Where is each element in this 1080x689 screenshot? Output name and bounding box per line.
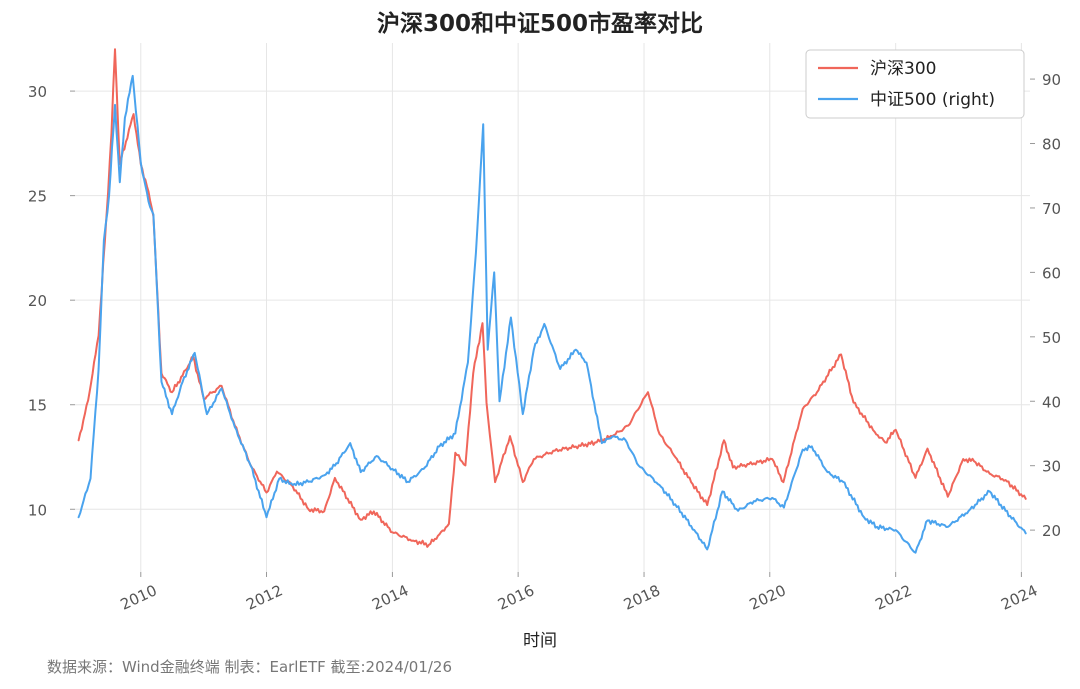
x-tick-label: 2014 (369, 581, 411, 613)
x-tick-label: 2016 (495, 581, 537, 613)
right-tick-label: 50 (1042, 329, 1061, 347)
chart-title: 沪深300和中证500市盈率对比 (377, 10, 703, 37)
right-tick-label: 60 (1042, 264, 1061, 282)
x-tick-label: 2024 (998, 581, 1040, 613)
legend-box (805, 49, 1025, 119)
legend: 沪深300 中证500 (right) (805, 49, 1025, 119)
right-tick-label: 40 (1042, 393, 1061, 411)
x-tick-label: 2022 (872, 581, 914, 613)
series-line-0 (77, 48, 1027, 548)
series-layer (77, 48, 1027, 554)
grid (75, 43, 1030, 572)
right-tick-label: 70 (1042, 200, 1061, 218)
legend-label-hs300: 沪深300 (870, 59, 936, 79)
axes: 2010 2012 2014 2016 2018 2020 2022 2024 10 15 20 25… (28, 71, 1061, 614)
right-tick-label: 30 (1042, 458, 1061, 476)
right-tick-label: 20 (1042, 522, 1061, 540)
right-tick-label: 80 (1042, 136, 1061, 154)
left-tick-label: 25 (28, 188, 47, 206)
left-tick-label: 30 (28, 83, 47, 101)
left-tick-label: 15 (28, 397, 47, 415)
left-tick-label: 20 (28, 292, 47, 310)
x-tick-label: 2018 (621, 581, 663, 613)
legend-label-zz500: 中证500 (right) (870, 90, 995, 110)
line-chart: 沪深300和中证500市盈率对比 2010 2012 2014 2016 2018 202… (28, 10, 1061, 650)
x-axis-label: 时间 (523, 631, 557, 650)
right-tick-label: 90 (1042, 71, 1061, 89)
x-tick-label: 2010 (118, 581, 160, 613)
source-note: 数据来源：Wind金融终端 制表：EarlETF 截至:2024/01/26 (47, 658, 453, 676)
left-tick-label: 10 (28, 501, 47, 519)
x-tick-label: 2012 (243, 581, 285, 613)
series-line-1 (77, 74, 1027, 554)
x-tick-label: 2020 (747, 581, 789, 613)
